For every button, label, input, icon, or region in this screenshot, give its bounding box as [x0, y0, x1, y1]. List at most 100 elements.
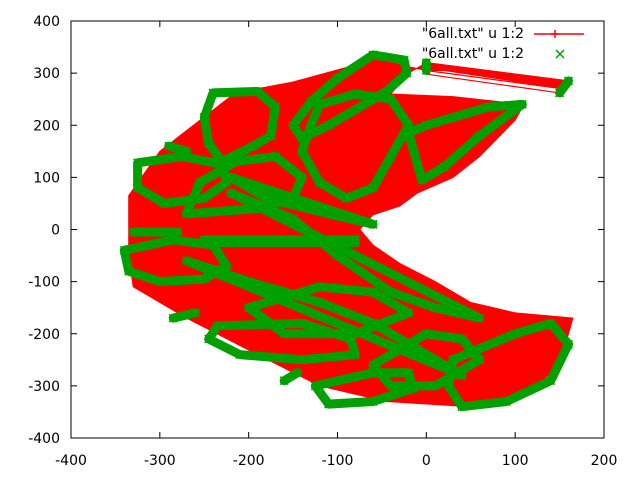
series-2-marker-trail: [133, 152, 231, 208]
x-tick-label: 100: [502, 453, 529, 469]
series-2-point: [404, 308, 414, 318]
series-2-point: [368, 360, 378, 370]
series-2-point: [213, 321, 223, 331]
series-2-point: [155, 277, 165, 287]
series-2-point: [421, 120, 431, 130]
series-2-point: [168, 313, 178, 323]
series-2-point: [244, 303, 254, 313]
series-2-point: [204, 138, 214, 149]
y-tick-label: 200: [33, 118, 60, 134]
series-2-point: [168, 235, 178, 245]
series-2-point: [164, 141, 174, 151]
series-2-point: [341, 193, 351, 203]
series-2-point: [350, 105, 360, 115]
legend: "6all.txt" u 1:2 "6all.txt" u 1:2: [422, 26, 584, 62]
series-2-point: [292, 368, 303, 378]
series-2-point: [306, 97, 316, 107]
series-2-point: [208, 88, 218, 98]
legend-marker-series-1: [551, 30, 559, 38]
series-2-point: [555, 88, 565, 98]
series-2-point: [133, 183, 143, 193]
series-2-point: [315, 99, 325, 109]
series-2-point: [404, 128, 414, 138]
series-2-marker-trail: [168, 308, 200, 323]
x-tick-label: -400: [55, 453, 87, 469]
x-tick-label: 200: [591, 453, 618, 469]
series-2-point: [230, 157, 240, 167]
series-2-point: [159, 198, 169, 208]
series-2-point: [199, 274, 209, 284]
series-2-point: [448, 355, 458, 365]
series-2-point: [412, 344, 422, 354]
series-2-point: [350, 89, 360, 99]
series-2-point: [173, 227, 183, 237]
series-2-point: [128, 227, 138, 237]
series-2-point: [248, 141, 258, 151]
x-axis: -400 -300 -200 -100 0 100 200: [55, 21, 617, 469]
series-1-line: [426, 66, 566, 86]
series-2-point: [439, 162, 449, 172]
series-2-point: [332, 251, 343, 261]
series-2-point: [457, 402, 467, 412]
series-2-point: [501, 396, 511, 407]
series-2-point: [297, 318, 307, 328]
series-2-point: [133, 158, 143, 168]
series-2-point: [404, 368, 414, 378]
series-2-point: [510, 329, 520, 339]
series-2-point: [368, 318, 378, 328]
series-2-point: [306, 120, 316, 130]
series-2-point: [546, 376, 556, 386]
series-2-point: [324, 120, 334, 130]
series-2-point: [297, 355, 307, 365]
y-tick-label: 0: [51, 223, 60, 239]
series-2-point: [204, 334, 214, 344]
series-1-line: [426, 62, 569, 82]
series-2-point: [226, 188, 236, 198]
series-1-line: [426, 69, 563, 90]
y-axis: -400 -300 -200 -100 0 100 200 300 400: [28, 14, 604, 447]
series-2-point: [430, 381, 440, 391]
legend-marker-series-2: [555, 49, 565, 59]
series-2-point: [546, 318, 556, 328]
series-2-point: [368, 219, 378, 229]
series-2-point: [181, 146, 192, 156]
series-2-point: [226, 172, 236, 182]
y-tick-label: -300: [28, 379, 60, 395]
series-2-point: [563, 76, 573, 86]
series-2-marker-trail: [204, 318, 360, 365]
series-2-point: [368, 287, 378, 297]
series-2-point: [261, 193, 271, 203]
series-2-point: [483, 102, 494, 112]
series-2-point: [386, 381, 396, 391]
series-2-point: [310, 381, 320, 391]
y-tick-label: 100: [33, 170, 60, 186]
x-tick-label: -200: [233, 453, 265, 469]
series-2-point: [350, 350, 360, 360]
series-2-point: [235, 350, 245, 360]
series-2-point: [190, 308, 200, 318]
series-2-point: [199, 112, 209, 122]
series-2-point: [421, 65, 431, 76]
y-tick-label: 300: [33, 66, 60, 82]
series-2-point: [368, 183, 378, 193]
series-2-point: [119, 245, 129, 255]
y-tick-label: 400: [33, 14, 60, 30]
series-2-point: [195, 178, 205, 188]
series-2-point: [315, 178, 325, 188]
series-2-point: [457, 334, 467, 344]
series-2-marker-trail: [404, 99, 527, 185]
series-2-point: [386, 287, 396, 297]
series-2-marker-trail: [164, 141, 191, 156]
series-2-point: [475, 355, 485, 365]
series-2-point: [270, 151, 280, 162]
series-2-point: [270, 102, 280, 112]
series-2-point: [181, 256, 192, 266]
series-2-point: [421, 58, 431, 68]
x-tick-label: -100: [322, 453, 354, 469]
y-tick-label: -400: [28, 431, 60, 447]
series-2-point: [288, 120, 298, 130]
series-2-point: [386, 151, 396, 162]
series-1-line: [426, 73, 560, 94]
series-2-point: [430, 303, 440, 313]
series-2-point: [199, 235, 209, 245]
